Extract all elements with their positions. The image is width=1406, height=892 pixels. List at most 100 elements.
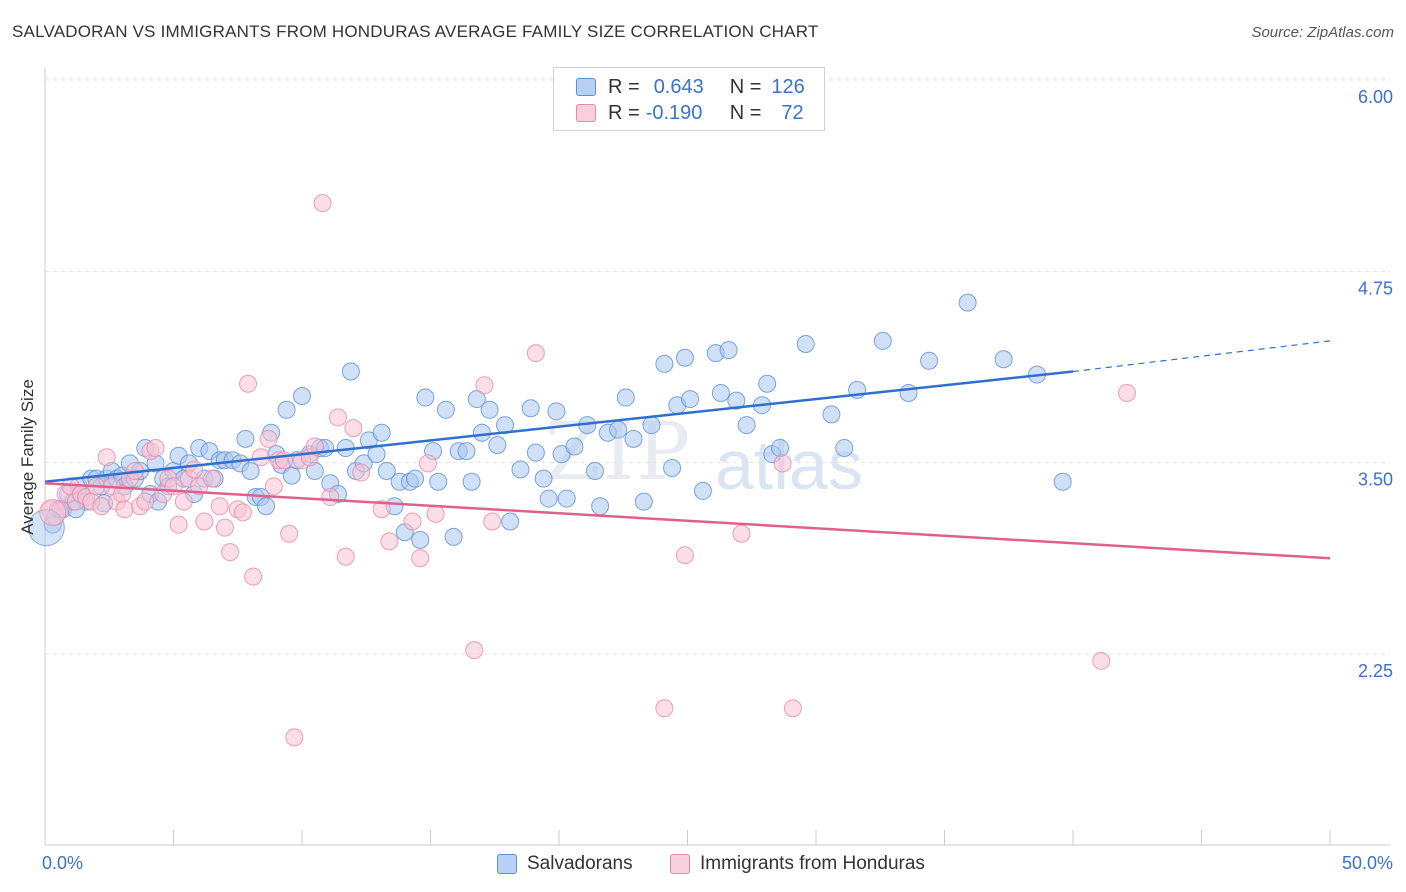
salvadoran-point [634, 492, 653, 511]
salvadoran-point [1053, 472, 1072, 491]
salvadoran-point [416, 388, 435, 407]
salvadoran-point [539, 489, 558, 508]
honduras-point [169, 515, 188, 534]
honduras-point [305, 437, 324, 456]
legend-r-label: R = [608, 101, 640, 124]
honduras-point [403, 512, 422, 531]
y-tick-label: 4.75 [1358, 278, 1393, 298]
legend-r-label: R = [608, 75, 640, 98]
salvadoran-point [557, 489, 576, 508]
honduras-point [411, 549, 430, 568]
honduras-point [174, 492, 193, 511]
salvadoran-point [796, 334, 815, 353]
salvadoran-trend-extension [1072, 340, 1331, 373]
y-tick-label: 3.50 [1358, 470, 1393, 490]
legend-r-value: -0.190 [645, 101, 703, 124]
salvadoran-point [727, 391, 746, 410]
legend-swatch-pink [576, 104, 596, 122]
honduras-point [215, 518, 234, 537]
honduras-point [426, 504, 445, 523]
honduras-point [655, 699, 674, 718]
salvadoran-point [624, 429, 643, 448]
bottom-legend-salvadorans: Salvadorans [497, 851, 633, 877]
salvadoran-point [488, 435, 507, 454]
salvadoran-point [609, 420, 628, 439]
chart-title: SALVADORAN VS IMMIGRANTS FROM HONDURAS A… [12, 22, 819, 41]
salvadoran-point [771, 439, 790, 458]
salvadoran-point [920, 351, 939, 370]
salvadoran-point [591, 497, 610, 516]
x-tick-label: 50.0% [1342, 853, 1393, 873]
salvadoran-point [719, 341, 738, 360]
salvadoran-trend-line [44, 370, 1074, 483]
bottom-legend-label: Immigrants from Honduras [700, 853, 925, 874]
honduras-point [280, 524, 299, 543]
legend-row-salvadorans: R = 0.643 N = 126 [576, 75, 805, 99]
honduras-point [418, 454, 437, 473]
honduras-point [210, 497, 229, 516]
salvadoran-point [547, 402, 566, 421]
source-credit: Source: ZipAtlas.com [1251, 24, 1394, 41]
salvadoran-point [411, 530, 430, 549]
legend-n-label: N = [729, 101, 762, 124]
honduras-point [344, 419, 363, 438]
salvadoran-point [521, 399, 540, 418]
honduras-point [115, 500, 134, 519]
honduras-point [239, 374, 258, 393]
salvadoran-point [293, 387, 311, 406]
honduras-point [336, 547, 355, 566]
salvadoran-point [822, 405, 841, 424]
salvadoran-point [711, 383, 730, 402]
salvadoran-point [655, 354, 674, 373]
salvadoran-point [899, 383, 918, 402]
honduras-point [146, 439, 165, 458]
salvadoran-point [693, 481, 712, 500]
salvadoran-point [585, 462, 604, 481]
honduras-point [259, 429, 278, 448]
salvadoran-point [377, 462, 396, 481]
legend-n-value: 126 [771, 75, 805, 98]
salvadoran-point [958, 293, 977, 312]
salvadoran-point [737, 416, 756, 435]
salvadoran-point [277, 400, 296, 419]
honduras-point [483, 512, 502, 531]
salvadoran-point [429, 472, 448, 491]
salvadoran-point [367, 445, 386, 464]
y-tick-label: 2.25 [1358, 661, 1393, 681]
salvadoran-point [511, 460, 530, 479]
honduras-point [380, 532, 399, 551]
honduras-point [475, 376, 494, 395]
honduras-point [185, 460, 204, 479]
salvadoran-point [675, 348, 694, 367]
salvadoran-point [994, 350, 1013, 369]
salvadoran-point [565, 437, 584, 456]
salvadoran-point [873, 331, 892, 350]
salvadoran-point [758, 374, 777, 393]
bottom-legend-swatch-pink [670, 854, 690, 874]
salvadoran-point [534, 469, 553, 488]
honduras-point [233, 503, 252, 522]
salvadoran-point [681, 390, 700, 409]
salvadoran-point [444, 527, 463, 546]
salvadoran-point [406, 469, 425, 488]
bottom-legend-label: Salvadorans [527, 853, 633, 874]
salvadoran-point [835, 439, 854, 458]
salvadoran-point [457, 442, 476, 461]
bottom-legend-swatch-blue [497, 854, 517, 874]
honduras-point [1117, 383, 1136, 402]
honduras-point [39, 498, 67, 526]
bottom-legend-honduras: Immigrants from Honduras [670, 851, 925, 877]
salvadoran-point [462, 472, 481, 491]
honduras-point [675, 546, 694, 565]
x-tick-label: 0.0% [42, 853, 83, 873]
honduras-point [244, 567, 263, 586]
salvadoran-point [663, 458, 682, 477]
salvadoran-point [526, 443, 545, 462]
honduras-point [732, 524, 751, 543]
salvadoran-point [436, 400, 455, 419]
salvadoran-point [282, 466, 301, 485]
legend-row-honduras: R = -0.190 N = 72 [576, 101, 804, 125]
honduras-point [92, 497, 111, 516]
honduras-point [526, 344, 545, 363]
salvadoran-point [501, 512, 520, 531]
